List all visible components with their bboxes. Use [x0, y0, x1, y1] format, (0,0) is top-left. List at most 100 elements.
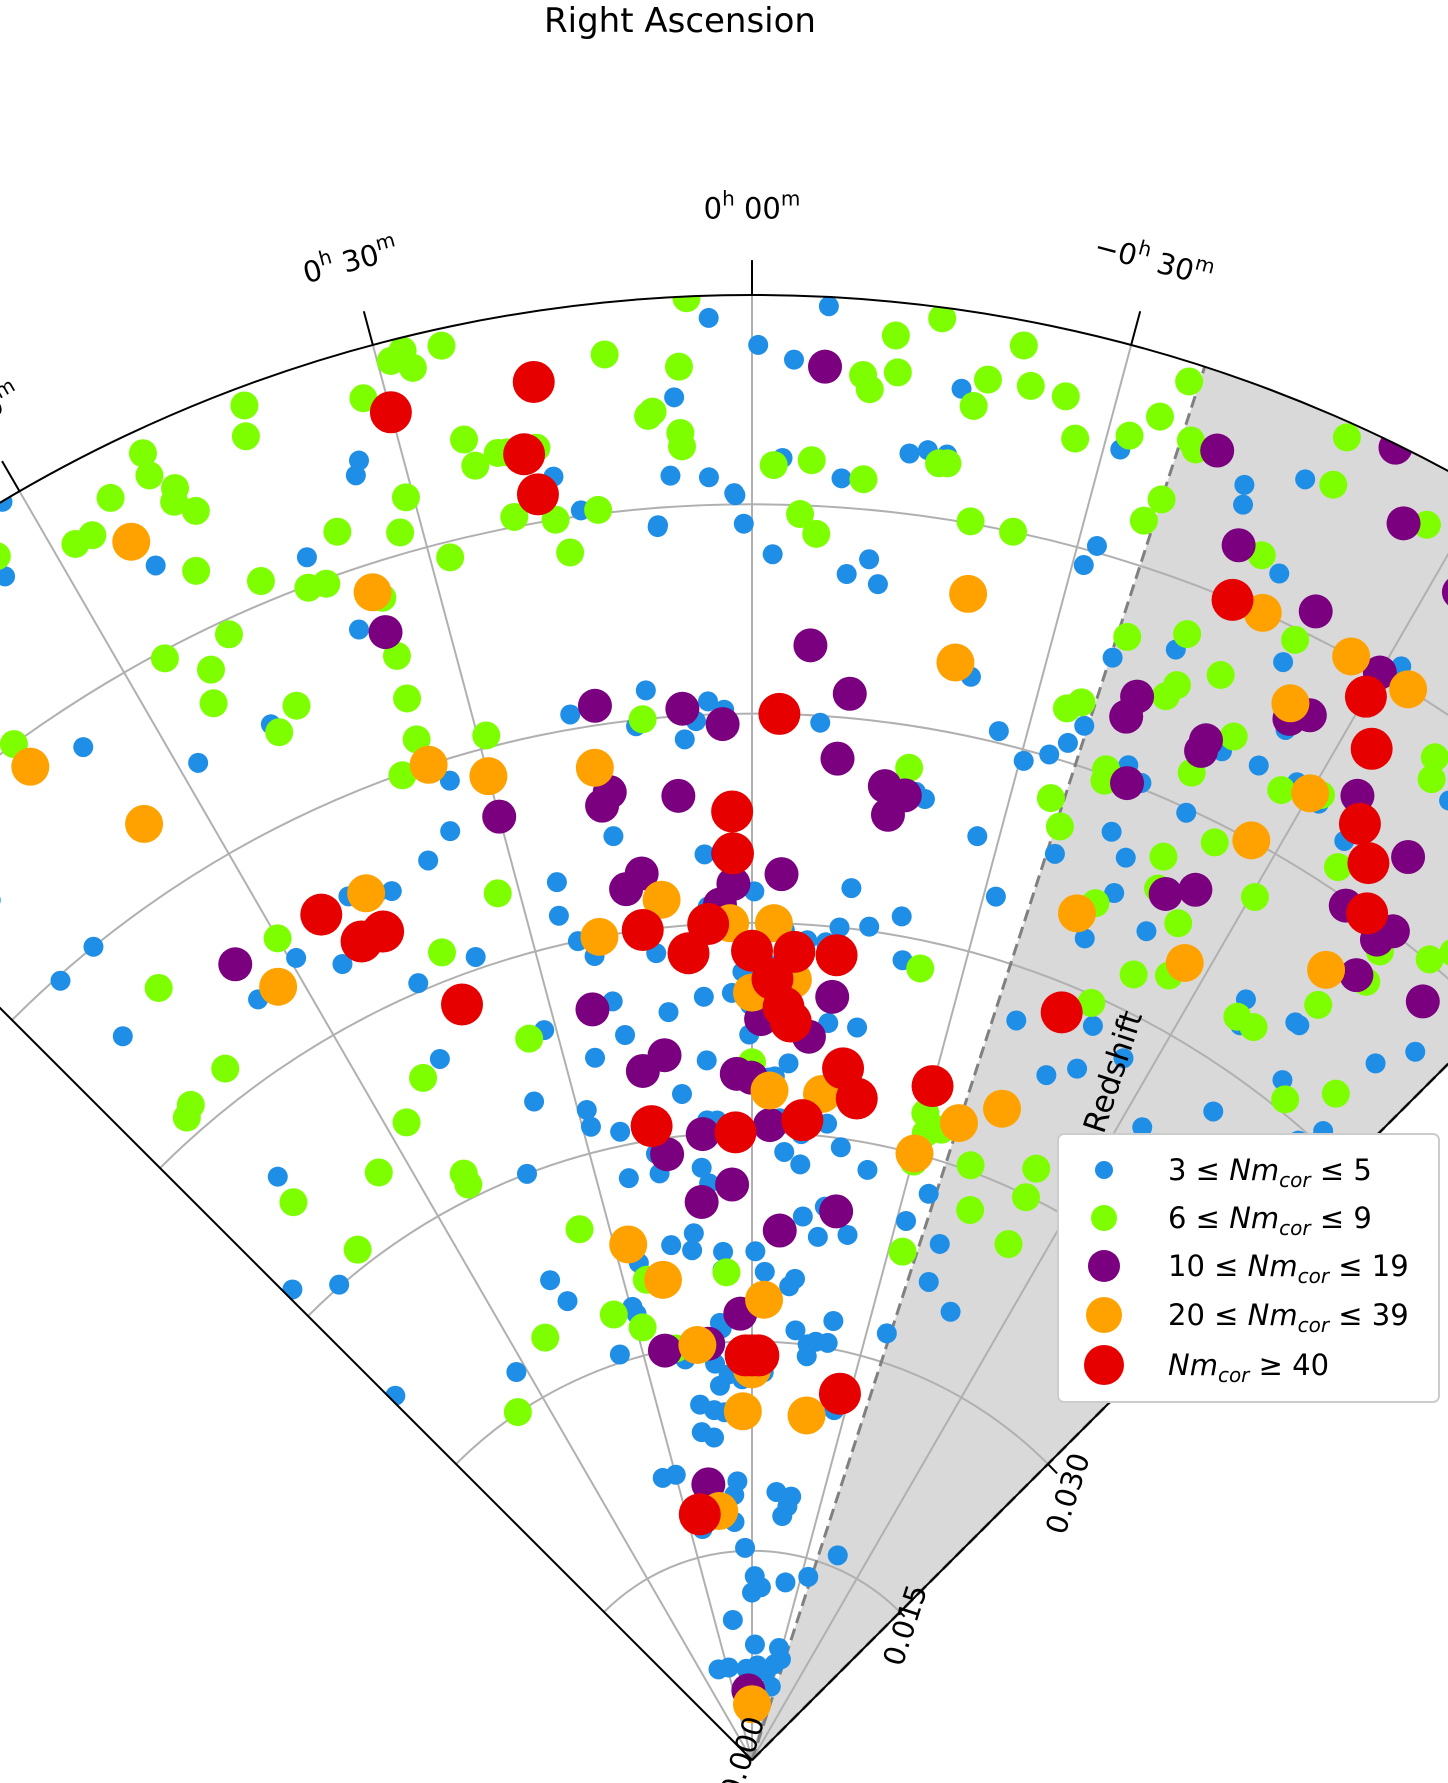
point-s5-6 — [712, 832, 755, 875]
point-s2-24 — [888, 1237, 917, 1266]
point-s1-62 — [891, 906, 912, 927]
ra-tick-label-2: 0h 30m — [298, 227, 402, 290]
point-s1-236 — [73, 737, 94, 758]
point-s2-61 — [161, 474, 190, 503]
legend-entry-3: 10 ≤ Nmcor ≤ 19 — [1088, 1249, 1409, 1288]
point-s3-78 — [609, 872, 644, 907]
point-s4-4 — [11, 747, 50, 786]
point-s3-25 — [808, 349, 843, 384]
point-s2-138 — [956, 1151, 985, 1180]
point-s1-213 — [296, 547, 317, 568]
point-s3-31 — [1200, 433, 1235, 468]
point-s5-8 — [621, 909, 664, 952]
point-s2-131 — [956, 1196, 985, 1225]
legend-entry-5: Nmcor ≥ 40 — [1084, 1345, 1329, 1387]
point-s2-174 — [343, 1235, 372, 1264]
point-s2-122 — [1223, 1002, 1252, 1031]
legend-label-3-sub: cor — [1298, 1264, 1331, 1288]
point-s3-5 — [482, 799, 517, 834]
point-s3-3 — [815, 979, 850, 1014]
point-s1-237 — [381, 881, 402, 902]
legend-label-2-var: Nm — [1229, 1201, 1279, 1235]
point-s4-34 — [787, 1396, 826, 1435]
point-s1-20 — [1439, 790, 1448, 811]
point-s5-23 — [362, 910, 405, 953]
point-s1-224 — [286, 947, 307, 968]
point-s4-13 — [259, 967, 298, 1006]
point-s5-24 — [440, 983, 483, 1026]
point-s1-184 — [1082, 1015, 1103, 1036]
point-s1-2 — [778, 1053, 799, 1074]
point-s2-7 — [541, 505, 570, 534]
point-s1-80 — [859, 549, 880, 570]
point-s2-151 — [214, 620, 243, 649]
point-s1-214 — [585, 1047, 606, 1068]
point-s1-84 — [698, 467, 719, 488]
point-s1-118 — [610, 1121, 631, 1142]
point-s1-33 — [867, 574, 888, 595]
point-s1-233 — [145, 555, 166, 576]
point-s3-79 — [867, 769, 902, 804]
point-s1-123 — [618, 1168, 639, 1189]
point-s1-261 — [967, 826, 988, 847]
legend-label-1-prefix: 3 ≤ — [1168, 1153, 1229, 1187]
point-s4-36 — [733, 1685, 771, 1724]
point-s4-25 — [983, 1089, 1022, 1128]
point-s2-58 — [196, 655, 225, 684]
ra-tick-4 — [1130, 310, 1142, 346]
point-s1-94 — [774, 1141, 795, 1162]
point-s2-50 — [96, 483, 125, 512]
point-s3-51 — [1298, 594, 1333, 629]
point-s1-249 — [817, 1332, 838, 1353]
point-s2-106 — [1045, 812, 1074, 841]
point-s5-40 — [678, 1493, 721, 1536]
point-s4-46 — [1307, 950, 1346, 989]
point-s2-167 — [0, 542, 11, 571]
point-s2-168 — [388, 761, 417, 790]
point-s1-208 — [1176, 802, 1197, 823]
point-s1-35 — [847, 1017, 868, 1038]
legend-label-3-prefix: 10 ≤ — [1168, 1249, 1248, 1283]
ra-tick-label-h-3: h — [722, 186, 735, 210]
point-s5-38 — [724, 1334, 767, 1377]
point-s1-9 — [429, 1048, 450, 1069]
legend-label-1-suffix: ≤ 5 — [1311, 1153, 1372, 1187]
point-s5-9 — [667, 932, 710, 975]
point-s2-12 — [628, 705, 657, 734]
point-s4-28 — [644, 1260, 683, 1299]
point-s1-151 — [580, 1116, 601, 1137]
point-s3-10 — [575, 992, 610, 1027]
point-s5-5 — [711, 790, 754, 833]
point-s2-162 — [211, 1054, 240, 1083]
point-s1-273 — [797, 1334, 818, 1355]
point-s4-5 — [353, 573, 392, 612]
point-s1-76 — [951, 378, 972, 399]
ra-tick-label-hours-3: 0 — [704, 191, 722, 225]
legend-marker-2 — [1091, 1205, 1117, 1231]
redshift-tick-label-0: 0.000 — [713, 1712, 771, 1783]
point-s1-240 — [345, 465, 366, 486]
legend-label-4-suffix: ≤ 39 — [1329, 1298, 1409, 1332]
legend-entry-2: 6 ≤ Nmcor ≤ 9 — [1091, 1201, 1372, 1240]
point-s1-106 — [635, 680, 656, 701]
point-s1-211 — [0, 890, 1, 911]
point-s4-17 — [754, 904, 793, 943]
point-s4-9 — [409, 745, 448, 784]
point-s3-66 — [719, 1056, 754, 1091]
ra-tick-2 — [362, 310, 374, 346]
point-s1-258 — [940, 1301, 961, 1322]
point-s1-182 — [1295, 469, 1316, 490]
point-s1-222 — [540, 1270, 561, 1291]
point-s5-19 — [714, 1111, 757, 1154]
point-s4-48 — [1058, 894, 1097, 933]
point-s1-246 — [857, 1159, 878, 1180]
point-s1-92 — [696, 1050, 717, 1071]
legend: 3 ≤ Nm cor ≤ 5 6 ≤ Nmcor ≤ 9 10 ≤ Nmcor ≤… — [1057, 1133, 1440, 1403]
point-s2-15 — [427, 938, 456, 967]
point-s2-10 — [999, 517, 1028, 546]
point-s1-210 — [348, 619, 369, 640]
point-s5-15 — [769, 1000, 812, 1043]
point-s2-27 — [556, 538, 585, 567]
point-s1-16 — [823, 1311, 844, 1332]
